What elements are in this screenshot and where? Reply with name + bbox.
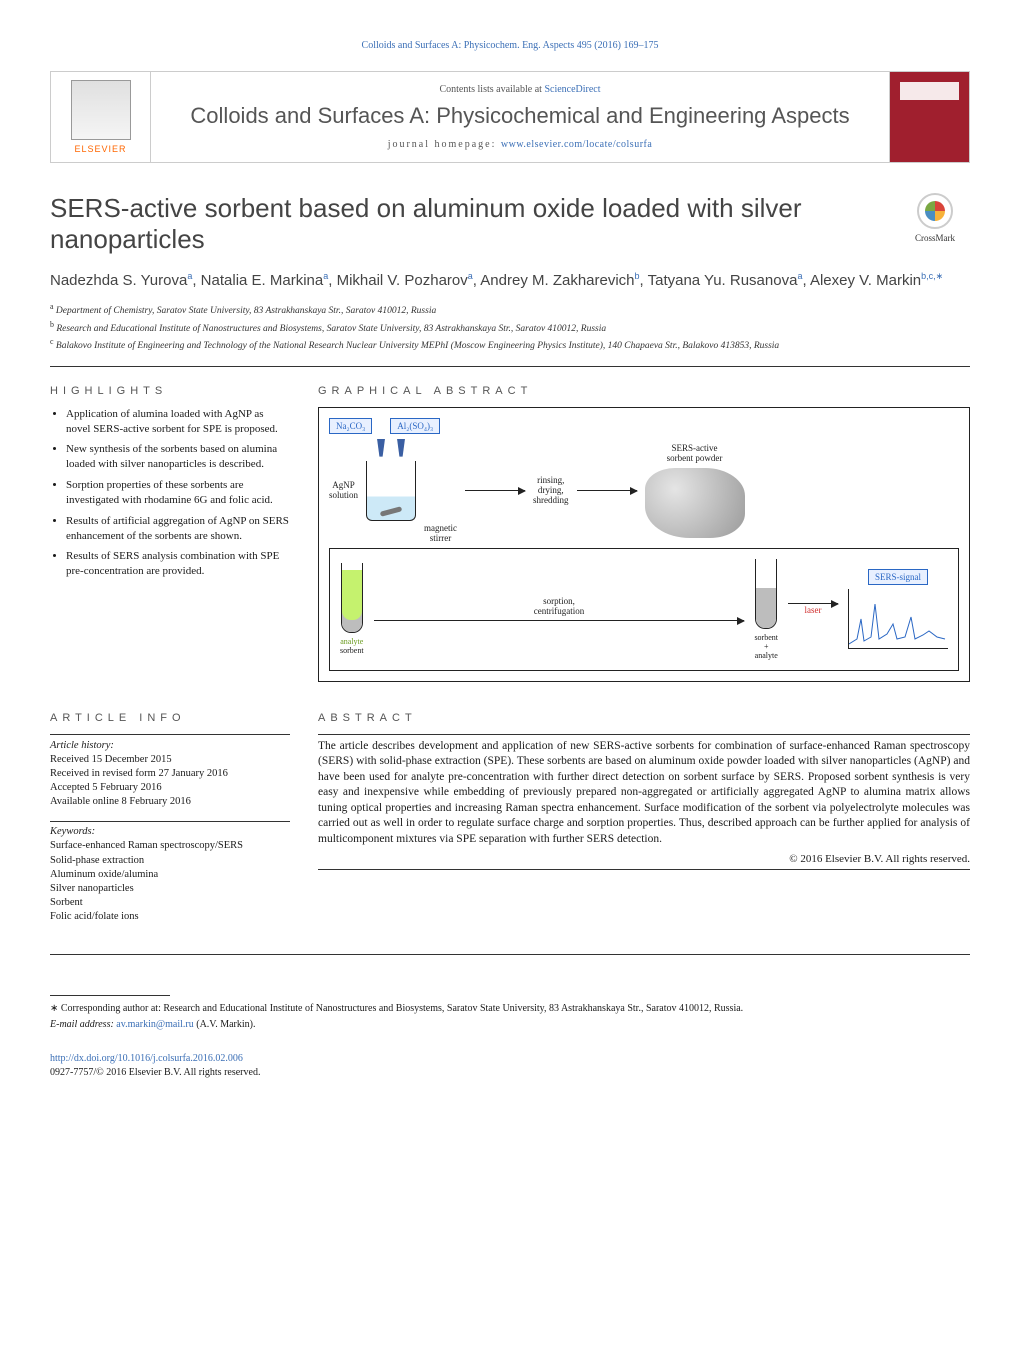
arrow-icon — [374, 620, 745, 621]
history-revised: Received in revised form 27 January 2016 — [50, 767, 290, 781]
ga-label-agnp: AgNP solution — [329, 481, 358, 501]
arrow-icon — [788, 603, 838, 604]
history-online: Available online 8 February 2016 — [50, 795, 290, 809]
running-header: Colloids and Surfaces A: Physicochem. En… — [50, 40, 970, 51]
keyword-item: Aluminum oxide/alumina — [50, 868, 290, 882]
footnote-rule — [50, 995, 170, 996]
ga-label-analyte: analyte — [340, 637, 364, 646]
info-abstract-row: ARTICLE INFO Article history: Received 1… — [50, 712, 970, 925]
keyword-item: Folic acid/folate ions — [50, 910, 290, 924]
highlight-item: Application of alumina loaded with AgNP … — [66, 407, 290, 437]
affiliation-line: b Research and Educational Institute of … — [50, 319, 970, 336]
ga-label-magnetic: magnetic stirrer — [424, 524, 457, 544]
publisher-name: ELSEVIER — [74, 144, 126, 154]
email-line: E-mail address: av.markin@mail.ru (A.V. … — [50, 1018, 970, 1032]
copyright-line: © 2016 Elsevier B.V. All rights reserved… — [318, 853, 970, 865]
abstract-text: The article describes development and ap… — [318, 739, 970, 848]
rule — [318, 869, 970, 870]
highlights-heading: HIGHLIGHTS — [50, 385, 290, 397]
highlights-list: Application of alumina loaded with AgNP … — [50, 407, 290, 579]
rule-top — [50, 366, 970, 367]
ga-label-sorption: sorption, centrifugation — [374, 597, 745, 617]
keyword-item: Sorbent — [50, 896, 290, 910]
ga-label-al2so4: Al₂(SO₄)₃ — [390, 418, 440, 434]
issn-copyright: 0927-7757/© 2016 Elsevier B.V. All right… — [50, 1066, 970, 1080]
footnotes: ∗ Corresponding author at: Research and … — [50, 995, 970, 1032]
title-row: SERS-active sorbent based on aluminum ox… — [50, 193, 970, 255]
affiliations: a Department of Chemistry, Saratov State… — [50, 301, 970, 353]
history-received: Received 15 December 2015 — [50, 753, 290, 767]
ga-label-laser: laser — [805, 606, 822, 616]
arrow-icon — [465, 490, 525, 491]
ga-powder-icon — [645, 468, 745, 538]
keyword-item: Silver nanoparticles — [50, 882, 290, 896]
sciencedirect-link[interactable]: ScienceDirect — [544, 84, 600, 95]
email-link[interactable]: av.markin@mail.ru — [116, 1019, 193, 1030]
publisher-logo-block: ELSEVIER — [51, 72, 151, 162]
journal-cover-thumbnail — [889, 72, 969, 162]
authors-line: Nadezhda S. Yurovaa, Natalia E. Markinaa… — [50, 270, 970, 291]
history-accepted: Accepted 5 February 2016 — [50, 781, 290, 795]
ga-beaker-icon — [366, 461, 416, 521]
affiliation-line: c Balakovo Institute of Engineering and … — [50, 336, 970, 353]
doi-link[interactable]: http://dx.doi.org/10.1016/j.colsurfa.201… — [50, 1053, 243, 1064]
highlight-item: Results of SERS analysis combination wit… — [66, 549, 290, 579]
rule — [50, 734, 290, 735]
article-title: SERS-active sorbent based on aluminum ox… — [50, 193, 900, 255]
homepage-prefix: journal homepage: — [388, 139, 501, 150]
rule — [50, 821, 290, 822]
email-label: E-mail address: — [50, 1019, 116, 1030]
ga-label-sorbent-analyte: sorbent + analyte — [754, 633, 778, 660]
keywords-label: Keywords: — [50, 826, 290, 837]
crossmark-icon — [917, 193, 953, 229]
email-of: (A.V. Markin). — [196, 1019, 255, 1030]
ga-tube-analyte-icon — [341, 563, 363, 633]
affiliation-line: a Department of Chemistry, Saratov State… — [50, 301, 970, 318]
ga-label-na2co3: Na₂CO₃ — [329, 418, 372, 434]
ga-sers-plot-icon — [848, 589, 948, 649]
highlight-item: New synthesis of the sorbents based on a… — [66, 442, 290, 472]
graphical-abstract-heading: GRAPHICAL ABSTRACT — [318, 385, 970, 397]
crossmark-label: CrossMark — [915, 233, 955, 243]
elsevier-tree-icon — [71, 80, 131, 140]
keyword-item: Solid-phase extraction — [50, 854, 290, 868]
crossmark-badge[interactable]: CrossMark — [900, 193, 970, 243]
history-label: Article history: — [50, 739, 290, 753]
abstract-heading: ABSTRACT — [318, 712, 970, 724]
article-history: Article history: Received 15 December 20… — [50, 739, 290, 810]
contents-prefix: Contents lists available at — [439, 84, 544, 95]
article-info-heading: ARTICLE INFO — [50, 712, 290, 724]
rule — [318, 734, 970, 735]
ga-tube-sorbent-icon — [755, 559, 777, 629]
contents-available-line: Contents lists available at ScienceDirec… — [161, 84, 879, 95]
homepage-line: journal homepage: www.elsevier.com/locat… — [161, 139, 879, 150]
graphical-abstract-figure: Na₂CO₃ Al₂(SO₄)₃ AgNP solution magnetic … — [318, 407, 970, 682]
keywords-list: Surface-enhanced Raman spectroscopy/SERS… — [50, 839, 290, 924]
homepage-link[interactable]: www.elsevier.com/locate/colsurfa — [501, 139, 652, 150]
arrow-icon — [577, 490, 637, 491]
header-center: Contents lists available at ScienceDirec… — [151, 72, 889, 162]
ga-label-sers-signal: SERS-signal — [868, 569, 928, 585]
journal-name: Colloids and Surfaces A: Physicochemical… — [161, 103, 879, 129]
journal-header: ELSEVIER Contents lists available at Sci… — [50, 71, 970, 163]
highlights-graphical-row: HIGHLIGHTS Application of alumina loaded… — [50, 385, 970, 682]
ga-label-rinse: rinsing, drying, shredding — [533, 476, 569, 506]
doi-block: http://dx.doi.org/10.1016/j.colsurfa.201… — [50, 1052, 970, 1080]
corresponding-author: ∗ Corresponding author at: Research and … — [50, 1002, 970, 1016]
rule-bottom — [50, 954, 970, 955]
ga-label-powder: SERS-active sorbent powder — [667, 444, 723, 464]
highlight-item: Sorption properties of these sorbents ar… — [66, 478, 290, 508]
ga-label-sorbent: sorbent — [340, 646, 364, 655]
keyword-item: Surface-enhanced Raman spectroscopy/SERS — [50, 839, 290, 853]
highlight-item: Results of artificial aggregation of AgN… — [66, 514, 290, 544]
